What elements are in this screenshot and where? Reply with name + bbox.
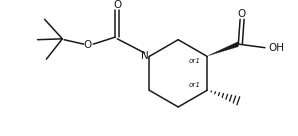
- Text: N: N: [141, 51, 149, 61]
- Text: O: O: [113, 0, 121, 10]
- Text: O: O: [84, 40, 92, 50]
- Text: or1: or1: [189, 82, 201, 88]
- Text: or1: or1: [189, 58, 201, 64]
- Polygon shape: [208, 42, 238, 56]
- Text: O: O: [238, 9, 246, 19]
- Text: OH: OH: [268, 43, 284, 53]
